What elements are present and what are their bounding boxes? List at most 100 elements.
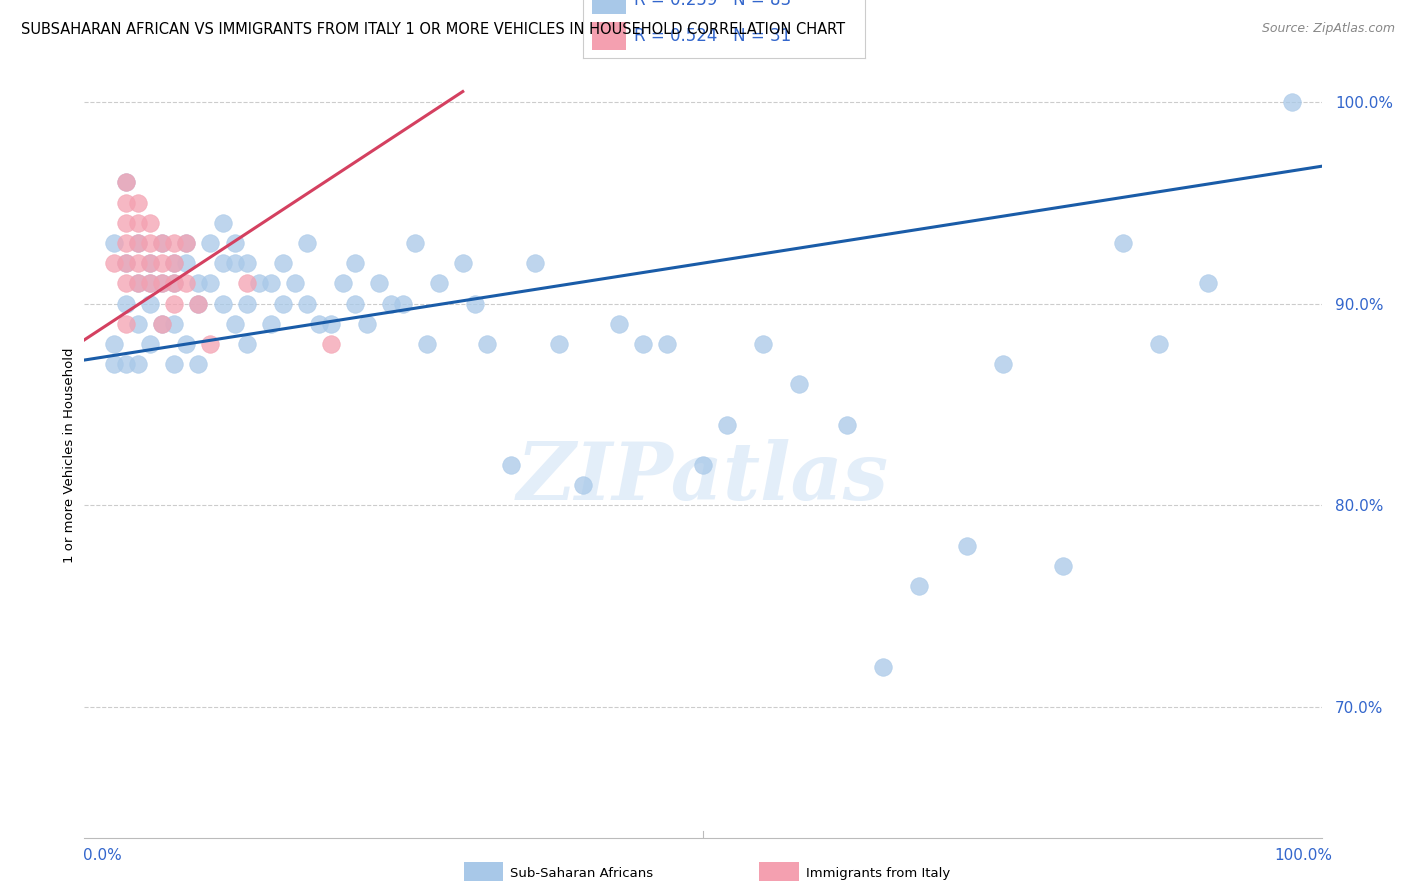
Point (176, 277, 198, 291)
Point (259, 317, 281, 331)
Point (139, 256, 162, 270)
Point (200, 235, 222, 250)
Point (787, 377, 810, 392)
Point (163, 235, 186, 250)
Point (235, 337, 257, 351)
Point (115, 195, 138, 210)
Point (572, 478, 595, 492)
Point (139, 235, 162, 250)
Point (139, 277, 162, 291)
Point (295, 296, 318, 310)
Point (1052, 558, 1074, 573)
Point (127, 317, 149, 331)
Point (295, 235, 318, 250)
Point (127, 235, 149, 250)
Point (115, 175, 138, 189)
Point (655, 337, 678, 351)
Point (139, 256, 162, 270)
Point (607, 317, 630, 331)
Point (716, 417, 738, 432)
Point (451, 256, 474, 270)
Point (139, 296, 162, 310)
Text: R = 0.259   N = 83: R = 0.259 N = 83 (634, 0, 792, 9)
Point (187, 357, 209, 371)
Point (152, 256, 174, 270)
Point (1281, 95, 1303, 109)
Point (523, 256, 546, 270)
Point (163, 317, 186, 331)
Point (1197, 277, 1219, 291)
Point (464, 296, 486, 310)
Point (235, 296, 257, 310)
Point (235, 256, 257, 270)
Point (235, 277, 257, 291)
Point (187, 296, 209, 310)
Point (176, 235, 198, 250)
Point (224, 256, 246, 270)
Point (872, 660, 894, 674)
Point (200, 337, 222, 351)
Point (247, 277, 270, 291)
Point (127, 195, 149, 210)
Point (103, 256, 125, 270)
Text: Sub-Saharan Africans: Sub-Saharan Africans (510, 867, 654, 880)
Point (127, 235, 149, 250)
Point (391, 296, 413, 310)
Point (284, 277, 307, 291)
Point (139, 337, 162, 351)
Point (115, 175, 138, 189)
Point (259, 277, 281, 291)
Point (103, 235, 125, 250)
Text: SUBSAHARAN AFRICAN VS IMMIGRANTS FROM ITALY 1 OR MORE VEHICLES IN HOUSEHOLD CORR: SUBSAHARAN AFRICAN VS IMMIGRANTS FROM IT… (21, 22, 845, 37)
Point (103, 337, 125, 351)
Point (163, 277, 186, 291)
Point (127, 216, 149, 230)
Point (415, 337, 437, 351)
Point (752, 337, 775, 351)
Point (115, 296, 138, 310)
Point (631, 337, 654, 351)
Point (127, 357, 149, 371)
Point (224, 317, 246, 331)
Point (547, 337, 569, 351)
Point (115, 357, 138, 371)
Point (367, 277, 389, 291)
Text: R = 0.524   N = 31: R = 0.524 N = 31 (634, 28, 792, 45)
Point (187, 277, 209, 291)
Point (127, 277, 149, 291)
Point (332, 277, 354, 291)
Point (115, 216, 138, 230)
Bar (592, 0, 626, 13)
Point (993, 357, 1015, 371)
Point (115, 235, 138, 250)
Point (127, 256, 149, 270)
Point (152, 235, 174, 250)
Point (152, 317, 174, 331)
Point (163, 296, 186, 310)
Point (163, 277, 186, 291)
Point (908, 579, 931, 593)
Point (127, 277, 149, 291)
Point (211, 296, 233, 310)
Point (115, 256, 138, 270)
Point (176, 235, 198, 250)
Point (176, 337, 198, 351)
Point (319, 337, 342, 351)
Text: Source: ZipAtlas.com: Source: ZipAtlas.com (1261, 22, 1395, 36)
Point (475, 337, 498, 351)
Point (956, 539, 979, 553)
Point (1149, 337, 1171, 351)
Point (211, 256, 233, 270)
Point (224, 235, 246, 250)
Point (837, 417, 859, 432)
Point (115, 317, 138, 331)
Point (319, 317, 342, 331)
Text: ZIPatlas: ZIPatlas (517, 439, 889, 516)
Point (404, 235, 426, 250)
Point (200, 277, 222, 291)
Text: Immigrants from Italy: Immigrants from Italy (806, 867, 950, 880)
Point (152, 317, 174, 331)
Point (115, 277, 138, 291)
Point (343, 296, 366, 310)
Point (271, 256, 294, 270)
